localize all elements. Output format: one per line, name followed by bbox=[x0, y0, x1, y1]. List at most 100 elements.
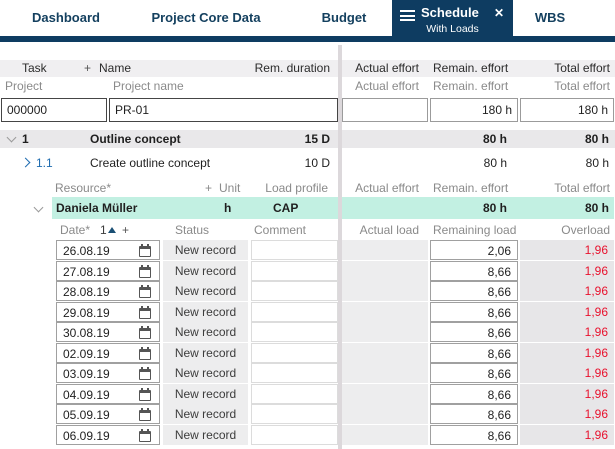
date-cell[interactable]: 27.08.19 bbox=[56, 261, 160, 281]
load-row: 30.08.19 New record 8,66 1,96 bbox=[0, 322, 615, 342]
actual-load-cell bbox=[342, 261, 428, 281]
tab-wbs[interactable]: WBS bbox=[534, 10, 566, 25]
tab-schedule-label: Schedule bbox=[421, 5, 479, 20]
tab-budget[interactable]: Budget bbox=[321, 10, 367, 25]
date-cell[interactable]: 28.08.19 bbox=[56, 281, 160, 301]
project-name-input[interactable] bbox=[109, 98, 338, 122]
remaining-load-cell[interactable]: 8,66 bbox=[430, 261, 518, 281]
calendar-icon[interactable] bbox=[139, 285, 151, 298]
calendar-icon[interactable] bbox=[139, 367, 151, 380]
date-cell[interactable]: 26.08.19 bbox=[56, 240, 160, 260]
date-cell[interactable]: 29.08.19 bbox=[56, 302, 160, 322]
remaining-load-cell[interactable]: 8,66 bbox=[430, 281, 518, 301]
add-record-icon[interactable]: + bbox=[122, 223, 130, 237]
project-actual-effort-input[interactable] bbox=[342, 98, 428, 122]
remaining-load-cell[interactable]: 8,66 bbox=[430, 363, 518, 383]
tab-schedule[interactable]: Schedule With Loads bbox=[392, 0, 513, 42]
sort-ascending-icon[interactable] bbox=[108, 227, 116, 233]
remaining-load-cell[interactable]: 8,66 bbox=[430, 404, 518, 424]
comment-cell[interactable] bbox=[251, 363, 338, 383]
collapse-resource-icon[interactable] bbox=[33, 202, 44, 213]
add-column-icon[interactable]: + bbox=[84, 61, 92, 75]
calendar-icon[interactable] bbox=[139, 244, 151, 257]
date-column-header[interactable]: Date* bbox=[60, 223, 91, 237]
overload-cell: 1,96 bbox=[520, 404, 614, 424]
date-cell[interactable]: 06.09.19 bbox=[56, 425, 160, 445]
project-total-effort-input[interactable] bbox=[520, 98, 614, 122]
resource-row-highlight bbox=[342, 197, 614, 219]
status-cell: New record bbox=[163, 261, 248, 281]
resource-column-header[interactable]: Resource* bbox=[55, 181, 112, 195]
calendar-icon[interactable] bbox=[139, 265, 151, 278]
sort-order-number[interactable]: 1 bbox=[100, 223, 107, 237]
tab-dashboard[interactable]: Dashboard bbox=[32, 10, 100, 25]
date-cell[interactable]: 02.09.19 bbox=[56, 343, 160, 363]
task-row-1[interactable]: 1 Outline concept 15 D 80 h 80 h bbox=[0, 130, 615, 148]
comment-cell[interactable] bbox=[251, 322, 338, 342]
calendar-icon[interactable] bbox=[139, 326, 151, 339]
resource-row-daniela-mueller[interactable]: Daniela Müller h CAP 80 h 80 h bbox=[0, 197, 615, 219]
task-column-header[interactable]: Task bbox=[22, 61, 47, 75]
comment-cell[interactable] bbox=[251, 343, 338, 363]
total-effort-label: Total effort bbox=[554, 79, 610, 93]
calendar-icon[interactable] bbox=[139, 347, 151, 360]
remaining-load-cell[interactable]: 8,66 bbox=[430, 384, 518, 404]
actual-load-column-header[interactable]: Actual load bbox=[359, 223, 419, 237]
rem-duration-column-header[interactable]: Rem. duration bbox=[254, 61, 330, 75]
actual-load-cell bbox=[342, 322, 428, 342]
task-wbs: 1.1 bbox=[36, 156, 53, 170]
date-cell[interactable]: 04.09.19 bbox=[56, 384, 160, 404]
actual-load-cell bbox=[342, 384, 428, 404]
date-cell[interactable]: 03.09.19 bbox=[56, 363, 160, 383]
remaining-load-column-header[interactable]: Remaining load bbox=[433, 223, 517, 237]
comment-cell[interactable] bbox=[251, 261, 338, 281]
resource-unit: h bbox=[224, 201, 232, 215]
section-divider[interactable] bbox=[338, 45, 342, 449]
actual-load-cell bbox=[342, 240, 428, 260]
load-row: 05.09.19 New record 8,66 1,96 bbox=[0, 404, 615, 424]
comment-cell[interactable] bbox=[251, 240, 338, 260]
name-column-header[interactable]: Name bbox=[99, 61, 132, 75]
date-cell[interactable]: 05.09.19 bbox=[56, 404, 160, 424]
remaining-load-cell[interactable]: 2,06 bbox=[430, 240, 518, 260]
load-profile-column-header[interactable]: Load profile bbox=[265, 181, 328, 195]
load-row: 28.08.19 New record 8,66 1,96 bbox=[0, 281, 615, 301]
remain-effort-column-header[interactable]: Remain. effort bbox=[433, 61, 509, 75]
project-remain-effort-input[interactable] bbox=[430, 98, 518, 122]
total-effort-column-header[interactable]: Total effort bbox=[554, 61, 610, 75]
date-cell[interactable]: 30.08.19 bbox=[56, 322, 160, 342]
status-column-header[interactable]: Status bbox=[175, 223, 210, 237]
remaining-load-cell[interactable]: 8,66 bbox=[430, 302, 518, 322]
overload-cell: 1,96 bbox=[520, 240, 614, 260]
calendar-icon[interactable] bbox=[139, 388, 151, 401]
comment-cell[interactable] bbox=[251, 302, 338, 322]
unit-column-header[interactable]: Unit bbox=[219, 181, 241, 195]
calendar-icon[interactable] bbox=[139, 408, 151, 421]
hamburger-menu-icon[interactable] bbox=[400, 10, 415, 21]
calendar-icon[interactable] bbox=[139, 306, 151, 319]
task-total-effort: 80 h bbox=[585, 156, 609, 170]
expand-task-icon[interactable] bbox=[20, 157, 31, 168]
comment-cell[interactable] bbox=[251, 404, 338, 424]
comment-cell[interactable] bbox=[251, 384, 338, 404]
comment-column-header[interactable]: Comment bbox=[254, 223, 307, 237]
tab-schedule-sublabel: With Loads bbox=[426, 23, 479, 35]
actual-effort-column-header[interactable]: Actual effort bbox=[355, 61, 419, 75]
comment-cell[interactable] bbox=[251, 281, 338, 301]
overload-cell: 1,96 bbox=[520, 363, 614, 383]
project-id-input[interactable] bbox=[1, 98, 107, 122]
task-rem-duration: 15 D bbox=[304, 132, 330, 146]
tab-project-core-data[interactable]: Project Core Data bbox=[151, 10, 261, 25]
remaining-load-cell[interactable]: 8,66 bbox=[430, 425, 518, 445]
task-row-1-1[interactable]: 1.1 Create outline concept 10 D 80 h 80 … bbox=[0, 154, 615, 172]
remaining-load-cell[interactable]: 8,66 bbox=[430, 322, 518, 342]
close-tab-icon[interactable] bbox=[494, 7, 506, 19]
collapse-task-icon[interactable] bbox=[6, 132, 17, 143]
overload-column-header[interactable]: Overload bbox=[561, 223, 610, 237]
remaining-load-cell[interactable]: 8,66 bbox=[430, 343, 518, 363]
calendar-icon[interactable] bbox=[139, 429, 151, 442]
actual-load-cell bbox=[342, 363, 428, 383]
add-column-icon[interactable]: + bbox=[205, 181, 213, 195]
load-row: 06.09.19 New record 8,66 1,96 bbox=[0, 425, 615, 445]
comment-cell[interactable] bbox=[251, 425, 338, 445]
